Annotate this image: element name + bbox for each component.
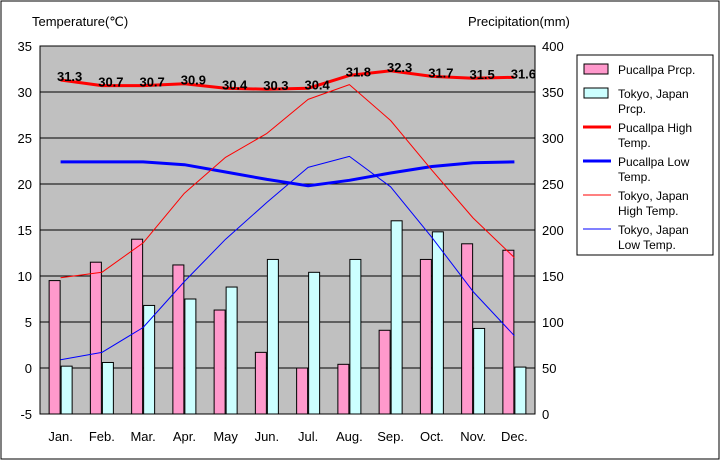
bar-pucallpa-prcp [254,351,267,415]
right-tick-label: 150 [542,269,564,284]
right-tick-label: 200 [542,223,564,238]
bar-tokyo-prcp [473,327,486,415]
bar-tokyo-prcp [349,258,362,415]
high-temp-data-label: 31.5 [469,67,494,82]
left-tick-label: 10 [18,269,32,284]
left-tick-label: 25 [18,131,32,146]
high-temp-data-label: 31.8 [346,64,371,79]
bar-tokyo-prcp [390,220,403,415]
legend-swatch [583,63,609,75]
right-tick-label: 0 [542,407,549,422]
legend-label: Pucallpa High [618,121,692,135]
high-temp-data-label: 31.7 [428,65,453,80]
bar-pucallpa-prcp [131,238,144,415]
bar-tokyo-prcp [101,361,114,415]
x-tick-label: Aug. [336,429,363,444]
x-tick-label: Dec. [501,429,528,444]
bar-pucallpa-prcp [419,258,432,415]
high-temp-data-label: 30.9 [181,73,206,88]
bar-pucallpa-prcp [502,249,515,415]
left-tick-label: 35 [18,39,32,54]
precipitation-bars [48,220,527,415]
right-tick-label: 350 [542,85,564,100]
bar-pucallpa-prcp [48,280,61,415]
bar-tokyo-prcp [266,258,279,415]
right-tick-label: 100 [542,315,564,330]
left-tick-label: 5 [25,315,32,330]
legend-swatch [583,87,609,99]
bar-tokyo-prcp [184,298,197,415]
right-axis-title: Precipitation(mm) [468,14,570,29]
left-tick-label: 20 [18,177,32,192]
bar-pucallpa-prcp [461,243,474,415]
x-tick-label: Apr. [173,429,196,444]
bar-pucallpa-prcp [378,329,391,415]
pucallpa-high-line [60,69,515,91]
bar-tokyo-prcp [431,231,444,415]
bar-tokyo-prcp [514,366,527,415]
left-tick-label: 30 [18,85,32,100]
x-tick-label: Jun. [255,429,280,444]
x-tick-label: Feb. [89,429,115,444]
right-tick-label: 300 [542,131,564,146]
right-tick-label: 250 [542,177,564,192]
legend-label: Pucallpa Prcp. [618,63,695,77]
legend: Pucallpa Prcp.Tokyo, JapanPrcp.Pucallpa … [576,54,714,256]
bar-tokyo-prcp [143,304,156,415]
legend-label: Tokyo, Japan [618,223,689,237]
high-temp-data-label: 30.4 [222,77,248,92]
bar-tokyo-prcp [60,365,73,415]
left-tick-label: 0 [25,361,32,376]
high-temp-data-label: 30.7 [139,75,164,90]
high-temp-data-label: 32.3 [387,60,412,75]
bar-pucallpa-prcp [89,261,102,415]
temperature-lines [60,69,515,361]
x-tick-label: Jan. [48,429,73,444]
bar-tokyo-prcp [308,271,321,415]
legend-label: High Temp. [618,204,678,218]
left-axis-title: Temperature(℃) [32,14,128,29]
x-tick-label: Sep. [377,429,404,444]
left-tick-label: 15 [18,223,32,238]
legend-pucallpa-prcp: Pucallpa Prcp. [583,63,695,77]
bar-tokyo-prcp [225,286,238,415]
legend-label: Temp. [618,136,651,150]
legend-label: Low Temp. [618,238,676,252]
legend-label: Tokyo, Japan [618,87,689,101]
legend-label: Prcp. [618,102,646,116]
x-tick-label: Oct. [420,429,444,444]
bar-pucallpa-prcp [172,264,185,415]
legend-label: Temp. [618,170,651,184]
bar-pucallpa-prcp [213,309,226,415]
pucallpa-low-line [60,160,515,188]
high-temp-data-label: 30.4 [304,77,330,92]
x-tick-label: Mar. [130,429,155,444]
left-tick-label: -5 [20,407,32,422]
high-temp-data-label: 30.7 [98,75,123,90]
x-tick-label: May [213,429,238,444]
x-tick-label: Jul. [298,429,318,444]
bar-pucallpa-prcp [296,367,309,415]
high-temp-data-label: 30.3 [263,78,288,93]
tokyo-low-line [60,155,515,361]
legend-label: Pucallpa Low [618,155,690,169]
tokyo-high-line [60,84,515,279]
x-tick-label: Nov. [460,429,486,444]
high-temp-data-label: 31.6 [511,66,536,81]
data-labels: 31.3 30.7 30.7 30.9 30.4 30.3 30.4 31.8 32.3 31.7… [57,60,536,93]
right-tick-label: 50 [542,361,556,376]
bar-pucallpa-prcp [337,363,350,415]
legend-label: Tokyo, Japan [618,189,689,203]
axes: -505101520253035050100150200250300350400… [18,39,564,444]
high-temp-data-label: 31.3 [57,69,82,84]
right-tick-label: 400 [542,39,564,54]
